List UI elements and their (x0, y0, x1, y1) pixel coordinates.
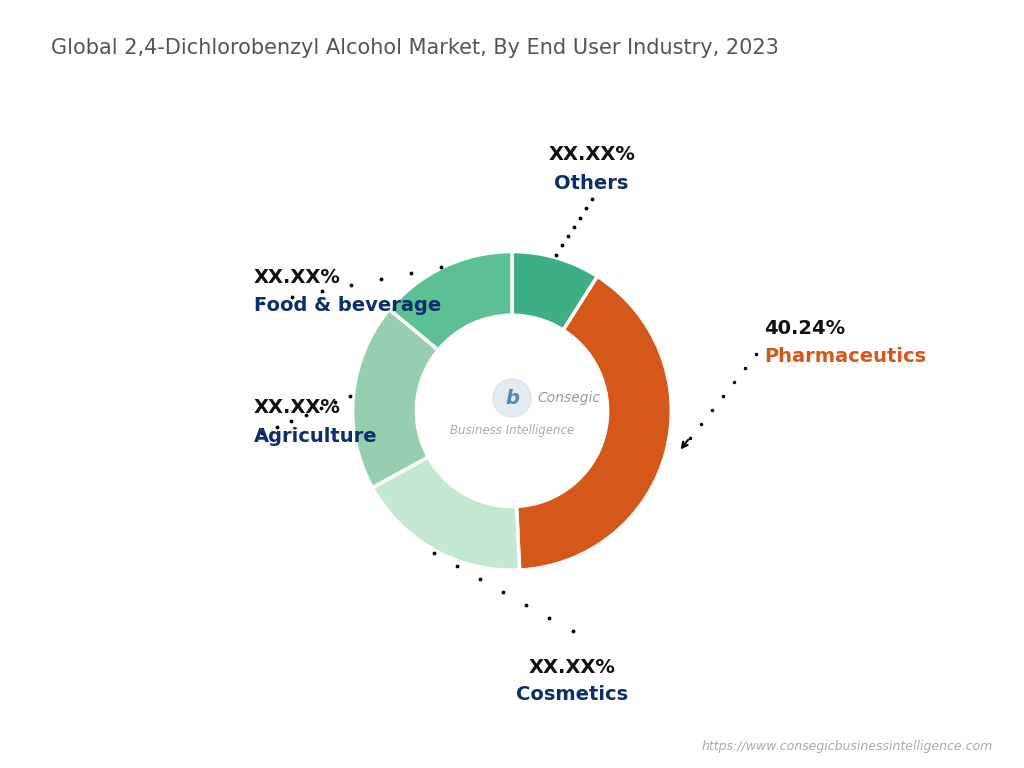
Text: XX.XX%: XX.XX% (548, 145, 635, 164)
Text: Business Intelligence: Business Intelligence (450, 423, 574, 436)
Circle shape (493, 379, 531, 417)
Wedge shape (516, 276, 672, 570)
Text: Others: Others (554, 174, 629, 193)
Text: Cosmetics: Cosmetics (516, 685, 629, 704)
Wedge shape (373, 457, 519, 570)
Text: Pharmaceutics: Pharmaceutics (764, 347, 926, 366)
Text: XX.XX%: XX.XX% (529, 658, 616, 677)
Text: Global 2,4-Dichlorobenzyl Alcohol Market, By End User Industry, 2023: Global 2,4-Dichlorobenzyl Alcohol Market… (51, 38, 779, 58)
Text: Food & beverage: Food & beverage (254, 296, 441, 315)
Text: https://www.consegicbusinessintelligence.com: https://www.consegicbusinessintelligence… (702, 740, 993, 753)
Wedge shape (352, 310, 438, 488)
Text: 40.24%: 40.24% (764, 319, 845, 338)
Wedge shape (389, 252, 512, 350)
Text: Consegic: Consegic (538, 391, 600, 406)
Text: XX.XX%: XX.XX% (254, 267, 341, 286)
Text: XX.XX%: XX.XX% (254, 399, 341, 417)
Wedge shape (512, 252, 597, 330)
Text: b: b (505, 389, 519, 408)
Text: Agriculture: Agriculture (254, 427, 378, 446)
